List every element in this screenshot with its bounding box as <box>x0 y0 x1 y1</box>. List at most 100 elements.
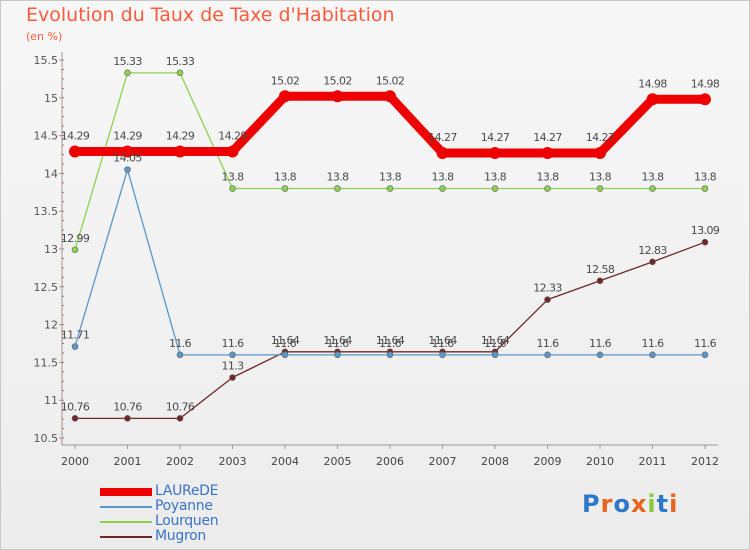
data-label-laurede: 14.29 <box>218 129 247 142</box>
y-tick-label: 14 <box>44 167 58 180</box>
data-label-poyanne: 11.6 <box>169 337 192 350</box>
data-point-poyanne <box>176 351 184 359</box>
data-point-laurede <box>331 90 344 103</box>
x-tick-label: 2002 <box>166 455 194 468</box>
data-label-lourquen: 13.8 <box>589 171 612 184</box>
data-label-laurede: 14.27 <box>428 131 457 144</box>
data-label-lourquen: 13.8 <box>484 171 507 184</box>
legend-swatch-mugron <box>100 535 152 538</box>
data-point-mugron <box>701 238 709 246</box>
data-label-poyanne: 11.6 <box>379 337 402 350</box>
data-label-poyanne: 11.6 <box>694 337 717 350</box>
data-point-mugron <box>544 296 551 303</box>
data-point-poyanne <box>334 351 341 359</box>
data-point-poyanne <box>491 351 499 359</box>
data-label-lourquen: 13.8 <box>326 171 349 184</box>
logo-letter: P <box>582 490 601 518</box>
data-point-mugron <box>124 415 131 422</box>
data-label-laurede: 15.02 <box>323 74 352 87</box>
data-point-lourquen <box>124 69 131 77</box>
data-label-poyanne: 11.6 <box>274 337 297 350</box>
data-label-poyanne: 11.71 <box>61 329 90 342</box>
legend-label-mugron: Mugron <box>155 528 206 544</box>
data-label-laurede: 14.98 <box>638 77 667 90</box>
data-label-poyanne: 11.6 <box>536 337 559 350</box>
data-point-poyanne <box>229 351 236 359</box>
data-point-poyanne <box>649 351 656 359</box>
unit-label: (en %) <box>26 30 63 43</box>
data-point-mugron <box>649 258 656 266</box>
data-label-laurede: 14.27 <box>481 131 510 144</box>
data-point-poyanne <box>71 343 79 350</box>
data-point-lourquen <box>281 185 289 192</box>
data-label-laurede: 15.02 <box>271 74 300 87</box>
data-point-poyanne <box>386 351 394 359</box>
data-point-laurede <box>594 146 606 159</box>
data-label-poyanne: 11.6 <box>641 337 664 350</box>
data-label-mugron: 11.64 <box>323 334 352 347</box>
legend-swatch-poyanne <box>100 505 152 508</box>
data-point-lourquen <box>491 185 499 192</box>
x-tick-label: 2010 <box>586 455 614 468</box>
data-label-mugron: 11.64 <box>271 334 300 347</box>
x-tick-label: 2009 <box>534 455 562 468</box>
data-point-laurede <box>436 146 449 159</box>
logo-letter: i <box>647 490 657 518</box>
data-point-laurede <box>69 145 81 158</box>
data-point-laurede <box>699 93 711 106</box>
data-point-poyanne <box>281 351 289 359</box>
legend-swatch-laurede <box>100 487 152 496</box>
data-label-lourquen: 13.8 <box>221 171 244 184</box>
logo-letter: r <box>600 490 614 518</box>
x-tick-label: 2011 <box>639 455 667 468</box>
data-label-lourquen: 13.8 <box>536 171 559 184</box>
logo-letter: o <box>613 490 631 518</box>
data-label-mugron: 12.83 <box>638 244 667 257</box>
data-label-mugron: 12.58 <box>586 263 615 276</box>
data-label-laurede: 15.02 <box>376 74 405 87</box>
data-label-laurede: 14.27 <box>586 131 615 144</box>
data-label-mugron: 10.76 <box>61 400 90 413</box>
data-point-poyanne <box>596 351 604 359</box>
data-label-poyanne: 11.6 <box>221 337 244 350</box>
y-tick-label: 13 <box>44 243 58 256</box>
data-label-poyanne: 11.6 <box>326 337 349 350</box>
y-tick-label: 10.5 <box>34 432 59 445</box>
data-point-lourquen <box>386 185 394 192</box>
data-point-laurede <box>384 90 396 103</box>
data-label-lourquen: 12.99 <box>61 232 90 245</box>
x-tick-label: 2003 <box>219 455 247 468</box>
logo-letter: t <box>656 490 670 518</box>
proxiti-logo: Proxiti <box>582 490 678 518</box>
data-point-lourquen <box>596 185 604 192</box>
data-label-poyanne: 11.6 <box>431 337 454 350</box>
data-point-lourquen <box>649 185 656 192</box>
data-label-laurede: 14.27 <box>533 131 562 144</box>
data-point-mugron <box>71 415 79 422</box>
data-point-laurede <box>174 145 186 158</box>
legend-item-lourquen: Lourquen <box>100 513 219 529</box>
legend-label-laurede: LAUReDE <box>155 483 219 499</box>
data-label-mugron: 10.76 <box>113 400 142 413</box>
legend-swatch-lourquen <box>100 520 152 523</box>
data-label-laurede: 14.29 <box>61 129 90 142</box>
y-tick-label: 14.5 <box>34 130 59 143</box>
legend-label-lourquen: Lourquen <box>155 513 219 529</box>
data-point-mugron <box>176 415 184 422</box>
data-point-mugron <box>596 277 604 285</box>
data-label-lourquen: 13.8 <box>274 171 297 184</box>
data-label-lourquen: 13.8 <box>431 171 454 184</box>
legend-item-laurede: LAUReDE <box>100 484 218 499</box>
data-label-poyanne: 11.6 <box>484 337 507 350</box>
data-label-lourquen: 15.33 <box>113 55 142 68</box>
data-label-mugron: 11.64 <box>376 334 405 347</box>
data-point-lourquen <box>334 185 341 192</box>
y-tick-label: 15 <box>44 92 58 105</box>
data-point-poyanne <box>124 166 131 173</box>
legend: LAUReDE Poyanne Lourquen Mugron <box>100 484 219 544</box>
legend-label-poyanne: Poyanne <box>155 498 213 514</box>
y-tick-label: 11.5 <box>34 356 59 369</box>
data-point-poyanne <box>544 351 551 359</box>
